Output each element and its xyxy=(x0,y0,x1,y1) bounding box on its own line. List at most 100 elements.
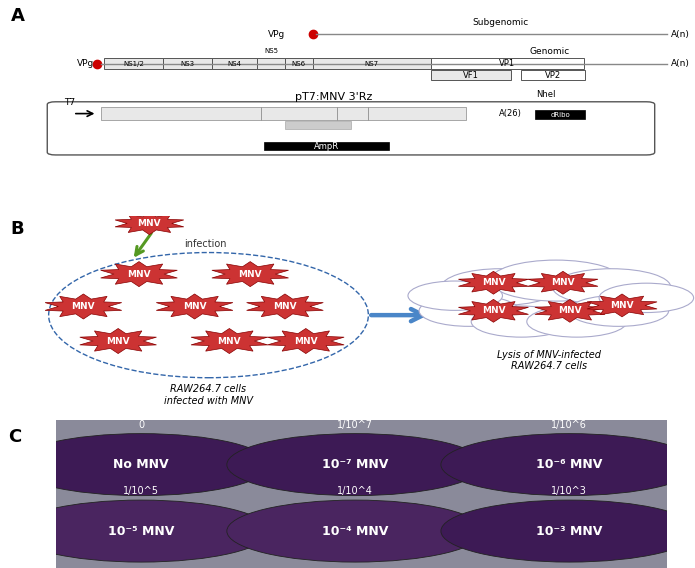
Polygon shape xyxy=(535,299,605,322)
Circle shape xyxy=(471,306,571,337)
Polygon shape xyxy=(45,294,122,319)
Text: NS3: NS3 xyxy=(181,61,195,66)
Text: No MNV: No MNV xyxy=(113,458,169,471)
Polygon shape xyxy=(459,272,528,294)
Ellipse shape xyxy=(49,253,368,378)
Text: 10⁻³ MNV: 10⁻³ MNV xyxy=(536,525,603,537)
Circle shape xyxy=(490,260,622,301)
Text: Genomic: Genomic xyxy=(530,47,570,56)
Text: VF1: VF1 xyxy=(463,70,479,80)
Text: MNV: MNV xyxy=(238,270,262,279)
FancyBboxPatch shape xyxy=(101,107,261,120)
Polygon shape xyxy=(268,328,344,353)
Text: Lysis of MNV-infected
RAW264.7 cells: Lysis of MNV-infected RAW264.7 cells xyxy=(497,350,601,371)
Text: 1/10^6: 1/10^6 xyxy=(551,420,587,430)
FancyBboxPatch shape xyxy=(163,58,212,69)
Text: NS7: NS7 xyxy=(365,61,379,66)
Text: MNV: MNV xyxy=(106,336,130,345)
Polygon shape xyxy=(212,262,288,287)
Text: A(26): A(26) xyxy=(500,109,522,118)
Text: MNV: MNV xyxy=(294,336,318,345)
Text: NheI: NheI xyxy=(536,90,555,99)
Text: MNV: MNV xyxy=(482,278,505,287)
Text: 10⁻⁷ MNV: 10⁻⁷ MNV xyxy=(322,458,389,471)
Text: VP1: VP1 xyxy=(499,59,516,68)
Text: B: B xyxy=(10,220,24,238)
Text: RAW264.7 cells
infected with MNV: RAW264.7 cells infected with MNV xyxy=(164,384,253,406)
Text: T7: T7 xyxy=(64,98,75,107)
Text: 0: 0 xyxy=(138,420,145,430)
Polygon shape xyxy=(156,294,233,319)
FancyBboxPatch shape xyxy=(257,58,285,69)
Text: MNV: MNV xyxy=(610,301,634,310)
Text: MNV: MNV xyxy=(218,336,241,345)
Polygon shape xyxy=(459,299,528,322)
Polygon shape xyxy=(247,294,323,319)
FancyBboxPatch shape xyxy=(285,121,351,129)
Circle shape xyxy=(441,269,559,306)
Circle shape xyxy=(569,295,669,327)
Circle shape xyxy=(553,269,671,306)
FancyBboxPatch shape xyxy=(368,107,466,120)
FancyBboxPatch shape xyxy=(431,58,584,69)
Text: infection: infection xyxy=(184,239,227,249)
FancyBboxPatch shape xyxy=(261,107,337,120)
Text: 10⁻⁵ MNV: 10⁻⁵ MNV xyxy=(108,525,174,537)
Polygon shape xyxy=(191,328,268,353)
Text: VPg: VPg xyxy=(76,59,94,68)
Circle shape xyxy=(227,500,484,562)
Text: NS5: NS5 xyxy=(264,48,278,54)
Text: NS6: NS6 xyxy=(292,61,306,66)
FancyBboxPatch shape xyxy=(285,58,313,69)
Text: MNV: MNV xyxy=(138,219,161,228)
Text: NS1/2: NS1/2 xyxy=(123,61,145,66)
Text: 10⁻⁶ MNV: 10⁻⁶ MNV xyxy=(536,458,603,471)
Text: 10⁻⁴ MNV: 10⁻⁴ MNV xyxy=(322,525,389,537)
Text: MNV: MNV xyxy=(558,306,582,315)
FancyBboxPatch shape xyxy=(521,70,585,80)
Text: MNV: MNV xyxy=(183,302,206,311)
Circle shape xyxy=(13,433,270,496)
Circle shape xyxy=(13,500,270,562)
Text: AmpR: AmpR xyxy=(314,141,339,151)
FancyBboxPatch shape xyxy=(337,107,368,120)
Text: A: A xyxy=(10,7,24,25)
Text: 1/10^4: 1/10^4 xyxy=(337,486,373,496)
Circle shape xyxy=(599,283,694,312)
FancyBboxPatch shape xyxy=(431,70,511,80)
Text: 1/10^3: 1/10^3 xyxy=(551,486,587,496)
Text: MNV: MNV xyxy=(482,306,505,315)
Text: dRibo: dRibo xyxy=(550,111,570,118)
Text: MNV: MNV xyxy=(127,270,151,279)
Polygon shape xyxy=(115,212,183,235)
Polygon shape xyxy=(587,294,657,317)
Text: pT7:MNV 3'Rz: pT7:MNV 3'Rz xyxy=(295,92,373,102)
Circle shape xyxy=(419,295,519,327)
FancyBboxPatch shape xyxy=(56,420,667,568)
Text: Subgenomic: Subgenomic xyxy=(473,18,529,27)
Text: NS4: NS4 xyxy=(227,61,242,66)
Text: MNV: MNV xyxy=(551,278,575,287)
Text: 1/10^5: 1/10^5 xyxy=(123,486,159,496)
Text: C: C xyxy=(8,428,22,446)
Text: MNV: MNV xyxy=(72,302,95,311)
FancyBboxPatch shape xyxy=(212,58,257,69)
FancyBboxPatch shape xyxy=(264,142,389,151)
FancyBboxPatch shape xyxy=(47,102,655,155)
Text: A(n): A(n) xyxy=(671,59,689,68)
Text: VPg: VPg xyxy=(268,30,285,39)
Text: MNV: MNV xyxy=(273,302,297,311)
Circle shape xyxy=(527,306,627,337)
Text: VP2: VP2 xyxy=(545,70,562,80)
FancyBboxPatch shape xyxy=(535,110,585,119)
Polygon shape xyxy=(101,262,177,287)
Text: 1/10^7: 1/10^7 xyxy=(337,420,373,430)
Circle shape xyxy=(227,433,484,496)
Circle shape xyxy=(408,281,502,310)
FancyBboxPatch shape xyxy=(313,58,431,69)
FancyBboxPatch shape xyxy=(104,58,163,69)
Text: A(n): A(n) xyxy=(671,30,689,39)
Polygon shape xyxy=(80,328,156,353)
Circle shape xyxy=(441,433,695,496)
Polygon shape xyxy=(528,272,598,294)
